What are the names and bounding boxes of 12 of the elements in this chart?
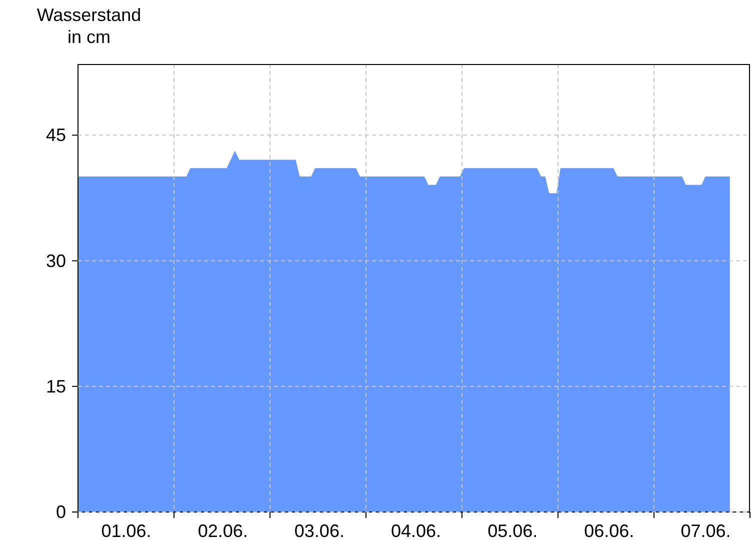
y-axis-title: Wasserstand in cm [36,4,142,48]
x-tick-label: 01.06. [101,521,152,541]
x-tick-label: 02.06. [198,521,248,541]
x-tick-label: 06.06. [584,521,634,541]
x-tick-label: 07.06. [680,521,731,541]
y-tick-label: 15 [46,376,66,396]
y-tick-label: 0 [56,502,66,522]
y-tick-label: 45 [46,125,66,146]
x-tick-label: 03.06. [294,521,344,541]
x-tick-label: 05.06. [488,521,538,541]
x-tick-label: 04.06. [390,521,442,541]
y-tick-label: 30 [46,250,66,271]
